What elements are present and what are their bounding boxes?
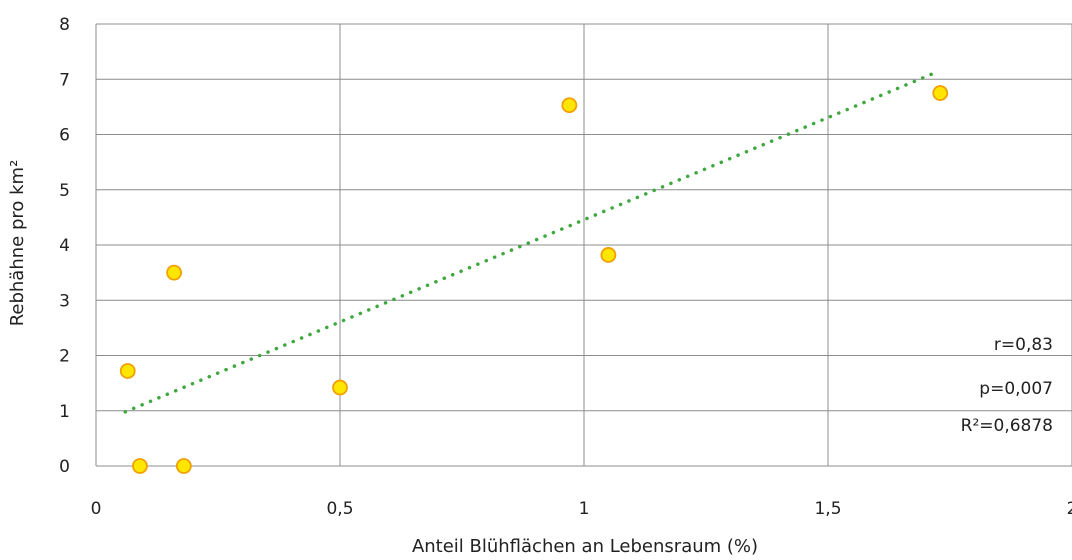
y-tick-label: 3 xyxy=(59,291,70,311)
y-axis-title: Rebhähne pro km² xyxy=(7,160,28,327)
data-point xyxy=(932,85,949,101)
y-tick-label: 4 xyxy=(59,236,70,256)
y-tick-label: 5 xyxy=(59,181,70,201)
data-point xyxy=(132,458,148,474)
data-point xyxy=(332,379,348,396)
stat-label: R²=0,6878 xyxy=(961,416,1053,436)
statistics-box: r=0,83 p=0,007 R²=0,6878 xyxy=(961,335,1053,436)
y-tick-label: 0 xyxy=(59,457,70,477)
y-tick-label: 7 xyxy=(59,70,70,90)
data-point xyxy=(175,458,192,474)
points-layer xyxy=(119,85,949,474)
stat-label: p=0,007 xyxy=(979,379,1053,399)
tick-labels: 0 1 2 3 4 5 6 7 8 0 0,5 1 1,5 2 xyxy=(59,15,1072,519)
grid xyxy=(95,23,1072,467)
data-point xyxy=(119,363,136,379)
stat-label: r=0,83 xyxy=(994,335,1053,355)
x-tick-label: 0 xyxy=(91,499,102,519)
x-tick-label: 2 xyxy=(1067,499,1072,519)
y-tick-label: 2 xyxy=(59,347,70,367)
y-tick-label: 8 xyxy=(59,15,70,35)
y-tick-label: 6 xyxy=(59,126,70,146)
x-tick-label: 0,5 xyxy=(326,499,353,519)
x-tick-label: 1,5 xyxy=(814,499,841,519)
trendline xyxy=(123,70,938,414)
data-point xyxy=(166,264,182,281)
y-tick-label: 1 xyxy=(59,402,70,422)
x-axis-title: Anteil Blühflächen an Lebensraum (%) xyxy=(412,536,758,557)
x-tick-label: 1 xyxy=(579,499,590,519)
trendline-layer xyxy=(123,70,938,414)
data-point xyxy=(561,97,578,114)
data-point xyxy=(600,247,617,263)
